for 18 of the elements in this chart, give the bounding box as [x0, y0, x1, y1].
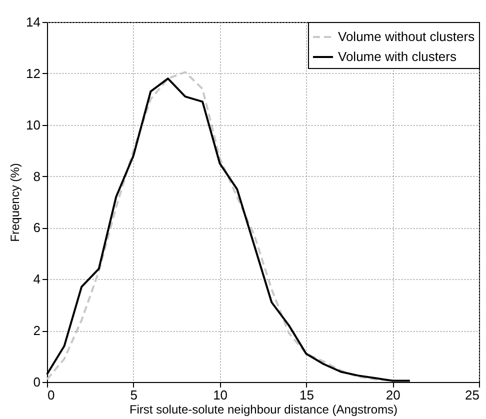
legend-label: Volume with clusters	[338, 49, 457, 64]
x-tick-label: 25	[465, 388, 480, 402]
y-tick-label: 4	[33, 272, 40, 287]
y-axis-title: Frequency (%)	[8, 163, 22, 242]
x-axis-title: First solute-solute neighbour distance (Angstroms)	[129, 402, 398, 416]
x-tick-label: 15	[299, 388, 314, 402]
x-tick-label: 20	[386, 388, 400, 402]
y-tick-label: 0	[33, 374, 40, 390]
y-tick-label: 2	[33, 323, 40, 338]
y-tick-label: 6	[33, 220, 40, 236]
y-tick-label: 14	[26, 14, 40, 30]
x-tick-label: 5	[130, 388, 138, 402]
y-tick-label: 8	[33, 168, 40, 184]
x-tick-label: 0	[48, 388, 55, 402]
legend-label: Volume without clusters	[338, 29, 476, 44]
x-tick-label: 10	[213, 388, 228, 402]
y-tick-label: 12	[26, 66, 40, 81]
y-tick-label: 10	[26, 117, 40, 132]
